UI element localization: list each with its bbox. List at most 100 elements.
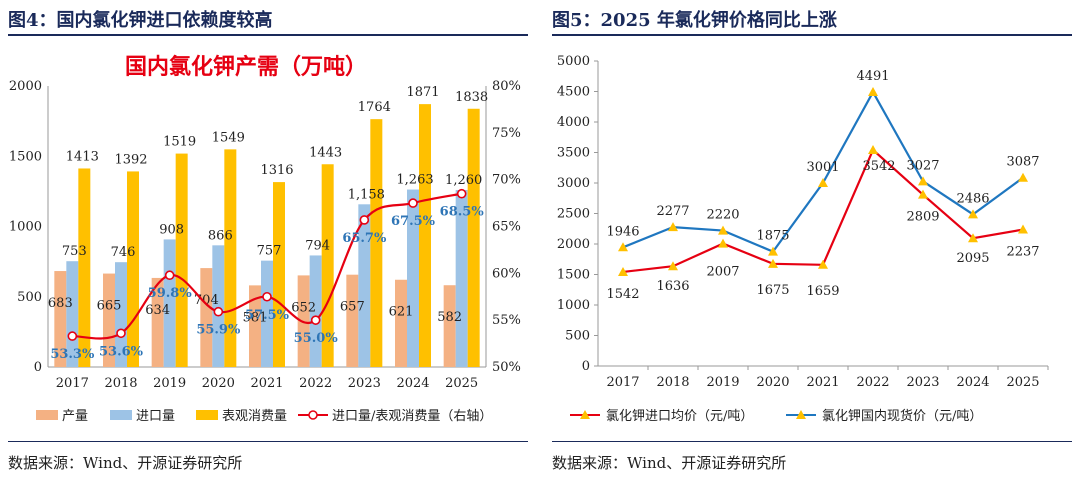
fig5-title: 图5：2025 年氯化钾价格同比上涨 <box>552 10 837 31</box>
import-price-label: 1636 <box>656 279 689 294</box>
bar-import <box>261 260 273 367</box>
price-marker <box>1018 224 1028 234</box>
legend-import-price-marker <box>580 410 590 419</box>
y-tick-label: 1500 <box>9 149 42 164</box>
y-tick-label: 1000 <box>9 220 42 235</box>
production-label: 683 <box>48 296 73 311</box>
ratio-label: 55.0% <box>294 331 339 346</box>
price-marker <box>768 258 778 268</box>
fig5-source: 数据来源：Wind、开源证券研究所 <box>552 454 787 472</box>
ratio-label: 67.5% <box>391 214 436 229</box>
x-tick-label: 2023 <box>348 376 381 391</box>
bar-production <box>54 271 67 367</box>
y-tick-label: 2000 <box>557 237 590 252</box>
domestic-price-label: 3001 <box>806 160 839 175</box>
chart-title: 国内氯化钾产需（万吨） <box>125 54 367 80</box>
legend-production-label: 产量 <box>62 409 88 424</box>
bar-import <box>115 262 127 367</box>
y-tick-label: 3500 <box>557 146 590 161</box>
price-marker <box>818 259 828 269</box>
production-label: 634 <box>145 303 170 318</box>
y2-tick-label: 75% <box>492 126 521 141</box>
y-tick-label: 5000 <box>557 54 590 69</box>
production-label: 582 <box>437 310 462 325</box>
y2-tick-label: 55% <box>492 313 521 328</box>
x-tick-label: 2021 <box>250 376 283 391</box>
bar-production <box>443 285 456 367</box>
y2-tick-label: 80% <box>492 79 521 94</box>
price-marker <box>918 189 928 199</box>
legend-ratio-label: 进口量/表观消费量（右轴） <box>332 409 492 424</box>
y-tick-label: 3000 <box>557 176 590 191</box>
bar-consumption <box>127 171 139 367</box>
ratio-point <box>408 198 418 208</box>
x-tick-label: 2020 <box>756 375 789 390</box>
import-price-label: 1542 <box>606 287 639 302</box>
y-tick-label: 0 <box>34 360 42 375</box>
x-tick-label: 2019 <box>153 376 186 391</box>
legend-import-swatch <box>110 410 132 420</box>
fig5-bottom-rule <box>552 441 1072 442</box>
production-label: 652 <box>291 300 316 315</box>
price-marker <box>918 176 928 186</box>
import-label: 1,260 <box>445 173 482 188</box>
import-price-label: 1675 <box>756 283 789 298</box>
x-tick-label: 2020 <box>202 376 235 391</box>
bar-production <box>200 268 213 367</box>
y-tick-label: 4500 <box>557 85 590 100</box>
fig4-title: 图4：国内氯化钾进口依赖度较高 <box>8 10 273 31</box>
bar-production <box>151 277 164 367</box>
x-tick-label: 2025 <box>445 376 478 391</box>
import-label: 908 <box>159 222 184 237</box>
legend-domestic-price-marker <box>796 410 806 419</box>
bar-consumption <box>467 108 480 368</box>
y-tick-label: 2000 <box>9 79 42 94</box>
y-tick-label: 4000 <box>557 115 590 130</box>
y2-tick-label: 70% <box>492 173 521 188</box>
x-tick-label: 2022 <box>856 375 889 390</box>
ratio-label: 53.6% <box>99 344 144 359</box>
production-label: 657 <box>340 300 365 315</box>
price-marker <box>868 144 878 154</box>
ratio-label: 65.7% <box>342 231 387 246</box>
y-tick-label: 500 <box>17 290 42 305</box>
fig4-bottom-rule <box>8 441 528 442</box>
fig4-title-rule <box>8 34 528 36</box>
legend-ratio-marker <box>308 410 318 420</box>
ratio-point <box>310 315 321 325</box>
consumption-label: 1443 <box>309 145 342 160</box>
x-tick-label: 2024 <box>396 376 429 391</box>
price-marker <box>868 87 878 97</box>
domestic-price-label: 2486 <box>956 191 989 206</box>
import-label: 753 <box>62 244 87 259</box>
price-marker <box>718 238 728 248</box>
fig5-chart: 0 500 1000 1500 2000 2500 3000 3500 4000 4500 5000… <box>557 54 1049 424</box>
bar-consumption <box>78 168 91 367</box>
x-tick-label: 2021 <box>806 375 839 390</box>
fig5-title-rule <box>552 34 1072 36</box>
production-label: 581 <box>243 310 268 325</box>
x-tick-label: 2024 <box>956 375 989 390</box>
bar-production <box>249 285 261 367</box>
production-label: 621 <box>389 305 414 320</box>
ratio-label: 53.3% <box>50 347 95 362</box>
ratio-label: 57.5% <box>245 308 290 323</box>
bar-consumption <box>370 119 383 368</box>
import-price-label: 2007 <box>706 265 739 280</box>
y2-tick-label: 60% <box>492 266 521 281</box>
domestic-price-label: 2277 <box>656 204 689 219</box>
legend-domestic-price-label: 氯化钾国内现货价（元/吨） <box>822 408 982 424</box>
import-price-label: 2095 <box>956 251 989 266</box>
price-marker <box>968 233 978 243</box>
x-tick-label: 2019 <box>706 375 739 390</box>
bar-import <box>66 261 79 367</box>
legend-production-swatch <box>36 410 58 420</box>
domestic-price-label: 4491 <box>856 69 889 84</box>
y-tick-label: 2500 <box>557 207 590 222</box>
domestic-price-label: 3027 <box>906 158 939 173</box>
bar-import <box>309 255 322 367</box>
consumption-label: 1392 <box>114 152 147 167</box>
consumption-label: 1838 <box>455 90 488 105</box>
x-tick-label: 2018 <box>656 375 689 390</box>
consumption-label: 1413 <box>66 149 99 164</box>
